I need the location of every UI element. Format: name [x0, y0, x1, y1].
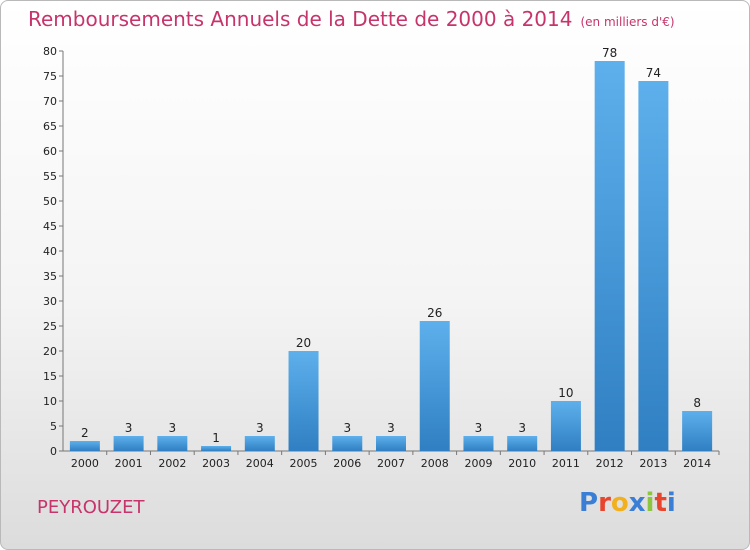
- axes: 0 5 10 15 20 25 30 35 40 45 50 55 60 65 70 75 80 2000 2001…: [43, 45, 720, 470]
- bar: [550, 401, 581, 451]
- y-tick-label: 75: [43, 70, 57, 83]
- x-tick-label: 2008: [421, 457, 449, 470]
- bar: [201, 446, 232, 451]
- bar-value-label: 3: [169, 421, 177, 435]
- x-tick-label: 2004: [246, 457, 274, 470]
- x-tick-label: 2011: [552, 457, 580, 470]
- y-tick-label: 20: [43, 345, 57, 358]
- bar-value-label: 2: [81, 426, 89, 440]
- bar-value-label: 3: [343, 421, 351, 435]
- y-tick-label: 80: [43, 45, 57, 58]
- y-tick-label: 70: [43, 95, 57, 108]
- value-labels: 2 3 3 1 3 20 3 3 26 3 3 10 78 74 8: [81, 46, 701, 445]
- bar-value-label: 3: [125, 421, 133, 435]
- commune-name: PEYROUZET: [37, 497, 145, 518]
- bar-value-label: 8: [693, 396, 701, 410]
- y-tick-label: 10: [43, 395, 57, 408]
- y-tick-label: 25: [43, 320, 57, 333]
- y-tick-label: 40: [43, 245, 57, 258]
- bar-value-label: 74: [646, 66, 661, 80]
- logo-letter: i: [666, 488, 676, 518]
- bar: [682, 411, 713, 451]
- logo-letter: P: [579, 488, 599, 518]
- y-tick-label: 50: [43, 195, 57, 208]
- x-tick-label: 2012: [596, 457, 624, 470]
- bar: [419, 321, 450, 451]
- x-tick-label: 2005: [290, 457, 318, 470]
- bar: [113, 436, 144, 451]
- bar-value-label: 10: [558, 386, 573, 400]
- bar: [638, 81, 669, 451]
- logo-letter: t: [654, 488, 667, 518]
- x-tick-label: 2007: [377, 457, 405, 470]
- y-tick-label: 5: [50, 420, 57, 433]
- bar-value-label: 26: [427, 306, 442, 320]
- x-tick-label: 2010: [508, 457, 536, 470]
- x-tick-label: 2003: [202, 457, 230, 470]
- x-tick-label: 2006: [333, 457, 361, 470]
- bar: [244, 436, 275, 451]
- chart-title-text: Remboursements Annuels de la Dette de 20…: [28, 7, 573, 31]
- chart-unit: (en milliers d'€): [580, 15, 675, 29]
- bar: [507, 436, 538, 451]
- y-tick-label: 35: [43, 270, 57, 283]
- bars: [69, 61, 713, 451]
- chart-title: Remboursements Annuels de la Dette de 20…: [28, 7, 675, 31]
- bar-value-label: 20: [296, 336, 311, 350]
- bar-value-label: 1: [212, 431, 220, 445]
- y-tick-label: 30: [43, 295, 57, 308]
- logo-letter: r: [598, 488, 611, 518]
- x-tick-label: 2009: [464, 457, 492, 470]
- y-tick-label: 60: [43, 145, 57, 158]
- bar-value-label: 3: [387, 421, 395, 435]
- bar-value-label: 78: [602, 46, 617, 60]
- bar: [594, 61, 625, 451]
- x-tick-label: 2001: [115, 457, 143, 470]
- bar: [157, 436, 188, 451]
- bar: [288, 351, 319, 451]
- bar: [376, 436, 406, 451]
- y-tick-label: 55: [43, 170, 57, 183]
- proxiti-logo: Proxiti: [579, 488, 676, 518]
- y-tick-label: 15: [43, 370, 57, 383]
- x-tick-label: 2002: [158, 457, 186, 470]
- bar-value-label: 3: [475, 421, 483, 435]
- x-tick-label: 2014: [683, 457, 711, 470]
- y-tick-label: 45: [43, 220, 57, 233]
- y-tick-label: 0: [50, 445, 57, 458]
- y-tick-label: 65: [43, 120, 57, 133]
- bar-value-label: 3: [256, 421, 264, 435]
- x-tick-label: 2000: [71, 457, 99, 470]
- x-tick-label: 2013: [639, 457, 667, 470]
- logo-letter: x: [628, 488, 646, 518]
- bar-value-label: 3: [518, 421, 526, 435]
- logo-letter: o: [610, 488, 629, 518]
- bar: [69, 441, 100, 451]
- logo-letter: i: [645, 488, 655, 518]
- bar: [463, 436, 494, 451]
- bar: [332, 436, 363, 451]
